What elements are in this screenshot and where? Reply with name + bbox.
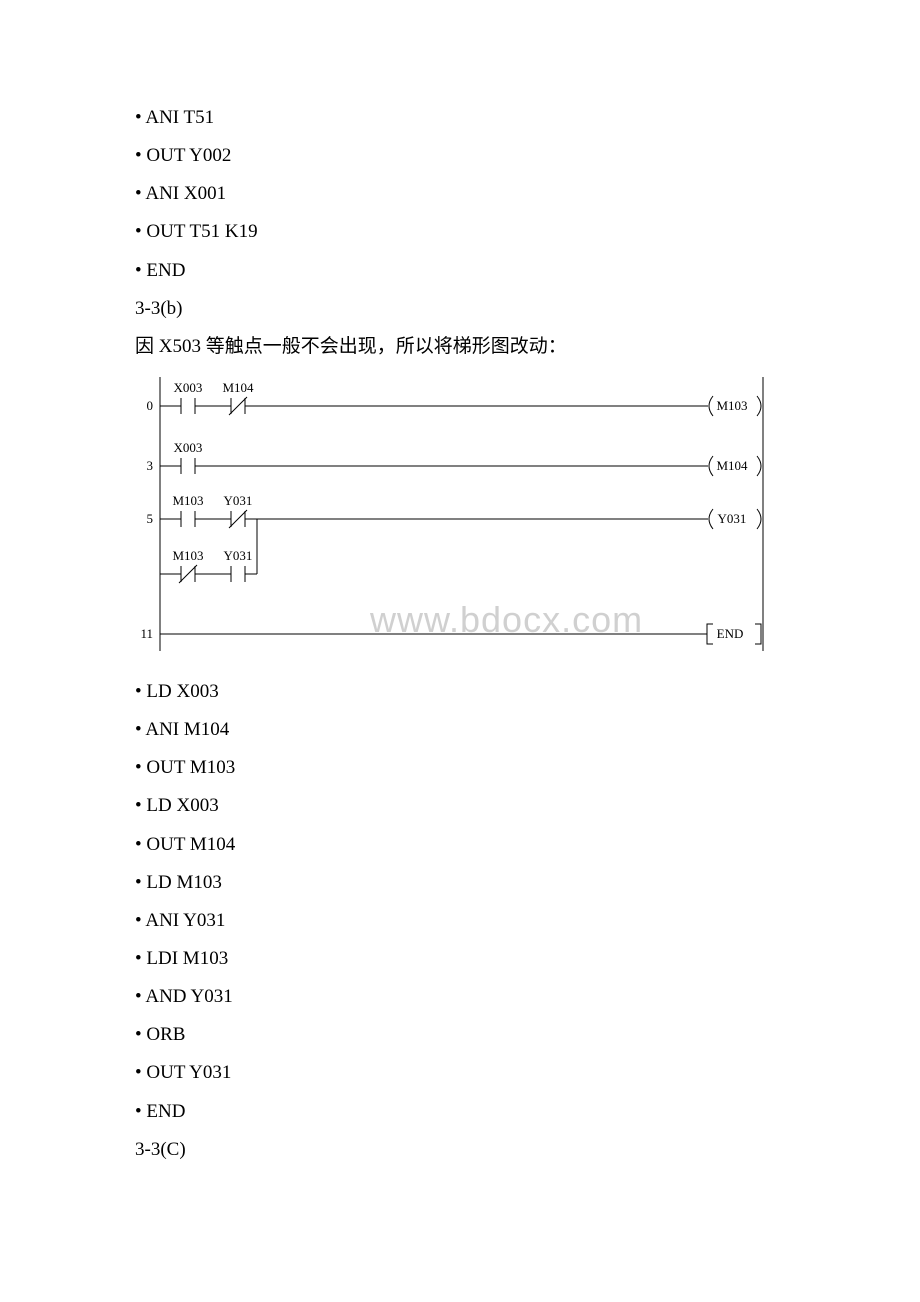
svg-text:END: END [717,626,744,641]
note-line: 因 X503 等触点一般不会出现，所以将梯形图改动： [135,329,785,364]
svg-text:Y031: Y031 [718,511,747,526]
svg-text:M104: M104 [716,458,748,473]
section-label-top: 3-3(b) [135,291,785,326]
svg-text:M103: M103 [172,493,203,508]
svg-text:0: 0 [147,398,154,413]
top-instruction-list: • ANI T51• OUT Y002• ANI X001• OUT T51 K… [135,100,785,288]
top-instruction-item: • OUT T51 K19 [135,214,785,249]
svg-text:M103: M103 [716,398,747,413]
svg-text:Y031: Y031 [224,493,253,508]
svg-text:X003: X003 [174,440,203,455]
top-instruction-item: • ANI T51 [135,100,785,135]
bottom-instruction-item: • ANI M104 [135,712,785,747]
svg-text:X003: X003 [174,380,203,395]
section-label-bottom: 3-3(C) [135,1132,785,1167]
bottom-instruction-item: • LD X003 [135,674,785,709]
bottom-instruction-item: • LD X003 [135,788,785,823]
bottom-instruction-item: • LD M103 [135,865,785,900]
svg-text:5: 5 [147,511,154,526]
bottom-instruction-item: • AND Y031 [135,979,785,1014]
svg-text:Y031: Y031 [224,548,253,563]
bottom-instruction-item: • LDI M103 [135,941,785,976]
bottom-instruction-item: • END [135,1094,785,1129]
top-instruction-item: • ANI X001 [135,176,785,211]
svg-text:3: 3 [147,458,154,473]
bottom-instruction-list: • LD X003• ANI M104• OUT M103• LD X003• … [135,674,785,1129]
svg-text:11: 11 [140,626,153,641]
bottom-instruction-item: • OUT M104 [135,827,785,862]
bottom-instruction-item: • ANI Y031 [135,903,785,938]
svg-text:M103: M103 [172,548,203,563]
svg-text:M104: M104 [222,380,254,395]
ladder-svg: 0 X003 M104 M103 3 X003 M104 5 M103 Y031 Y031 M103 Y… [135,374,775,654]
ladder-diagram: www.bdocx.com 0X003M104M1033X003M1045M10… [135,374,775,654]
bottom-instruction-item: • OUT Y031 [135,1055,785,1090]
top-instruction-item: • END [135,253,785,288]
bottom-instruction-item: • ORB [135,1017,785,1052]
top-instruction-item: • OUT Y002 [135,138,785,173]
bottom-instruction-item: • OUT M103 [135,750,785,785]
